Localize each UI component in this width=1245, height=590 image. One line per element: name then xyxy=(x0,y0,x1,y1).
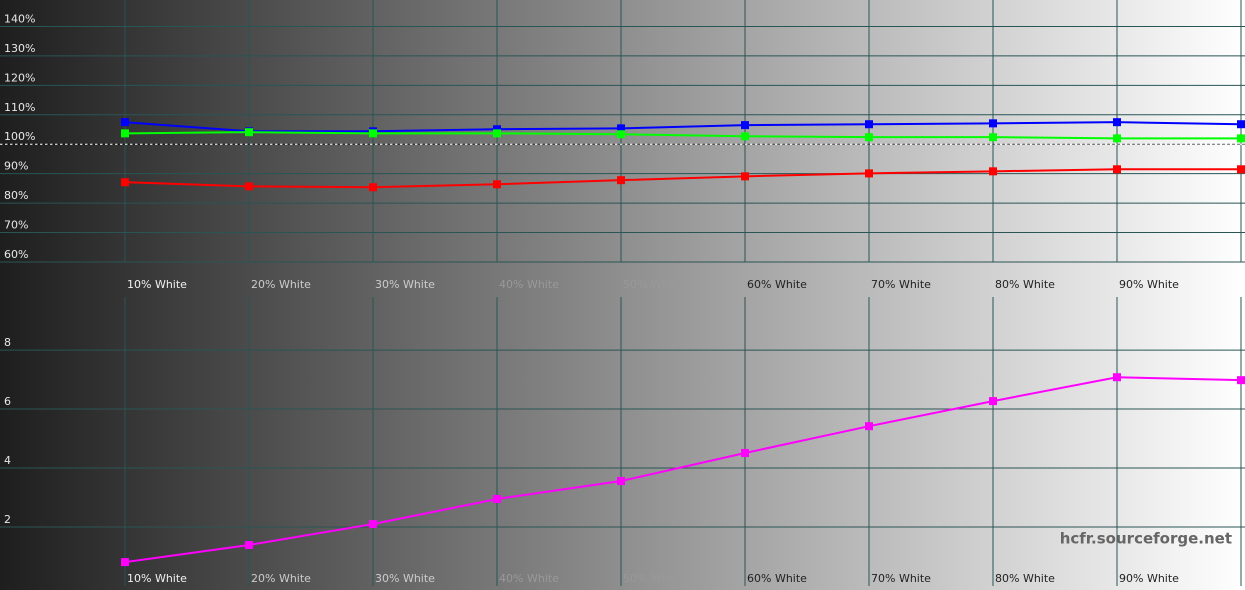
x-tick-label: 80% White xyxy=(995,572,1055,585)
x-tick-label: 40% White xyxy=(499,278,559,291)
data-point xyxy=(121,129,129,138)
y-tick-label: 110% xyxy=(4,101,35,114)
data-point xyxy=(1113,165,1121,174)
y-tick-label: 4 xyxy=(4,454,11,467)
data-point xyxy=(1113,373,1121,382)
data-point xyxy=(865,133,873,142)
data-point xyxy=(1113,118,1121,127)
x-tick-label: 20% White xyxy=(251,278,311,291)
data-point xyxy=(245,541,253,550)
x-tick-label: 30% White xyxy=(375,278,435,291)
x-tick-label: 20% White xyxy=(251,572,311,585)
series-line xyxy=(124,168,1241,189)
data-point xyxy=(1237,120,1245,129)
data-point xyxy=(493,180,501,189)
x-tick-label: 30% White xyxy=(375,572,435,585)
data-point xyxy=(989,167,997,176)
y-tick-label: 130% xyxy=(4,42,35,55)
data-point xyxy=(989,397,997,406)
data-point xyxy=(493,495,501,504)
data-point xyxy=(989,133,997,142)
data-point xyxy=(1237,376,1245,385)
y-tick-label: 100% xyxy=(4,130,35,143)
data-point xyxy=(989,119,997,128)
data-point xyxy=(865,169,873,178)
data-point xyxy=(1237,134,1245,143)
x-tick-label: 10% White xyxy=(127,572,187,585)
data-point xyxy=(1113,134,1121,143)
y-tick-label: 80% xyxy=(4,189,28,202)
data-point xyxy=(865,120,873,129)
data-point xyxy=(741,121,749,130)
data-point xyxy=(865,422,873,431)
data-point xyxy=(369,183,377,192)
data-point xyxy=(369,129,377,138)
data-point xyxy=(245,128,253,137)
data-point xyxy=(493,125,501,134)
x-tick-label: 90% White xyxy=(1119,572,1179,585)
data-point xyxy=(741,449,749,458)
data-point xyxy=(617,176,625,185)
y-tick-label: 70% xyxy=(4,219,28,232)
data-point xyxy=(1237,165,1245,174)
x-tick-label: 70% White xyxy=(871,278,931,291)
data-point xyxy=(741,172,749,181)
watermark: hcfr.sourceforge.net xyxy=(1060,530,1232,548)
data-point xyxy=(245,182,253,191)
data-point xyxy=(121,558,129,567)
data-point xyxy=(617,124,625,133)
y-tick-label: 6 xyxy=(4,395,11,408)
x-tick-label: 10% White xyxy=(127,278,187,291)
data-point xyxy=(121,118,129,127)
y-tick-label: 2 xyxy=(4,513,11,526)
series-line xyxy=(124,131,1241,140)
series-line xyxy=(124,376,1242,564)
x-tick-label: 90% White xyxy=(1119,278,1179,291)
x-tick-label: 80% White xyxy=(995,278,1055,291)
x-tick-label: 60% White xyxy=(747,278,807,291)
data-point xyxy=(121,178,129,187)
x-tick-label: 50% White xyxy=(623,572,683,585)
data-point xyxy=(617,130,625,139)
y-tick-label: 120% xyxy=(4,71,35,84)
x-tick-label: 70% White xyxy=(871,572,931,585)
x-tick-label: 40% White xyxy=(499,572,559,585)
series-line xyxy=(124,121,1242,133)
data-point xyxy=(741,132,749,141)
y-tick-label: 60% xyxy=(4,248,28,261)
data-point xyxy=(369,520,377,529)
x-tick-label: 50% White xyxy=(623,278,683,291)
x-tick-label: 60% White xyxy=(747,572,807,585)
y-tick-label: 8 xyxy=(4,336,11,349)
data-point xyxy=(617,477,625,486)
y-tick-label: 140% xyxy=(4,12,35,25)
data-point xyxy=(493,129,501,138)
y-tick-label: 90% xyxy=(4,160,28,173)
